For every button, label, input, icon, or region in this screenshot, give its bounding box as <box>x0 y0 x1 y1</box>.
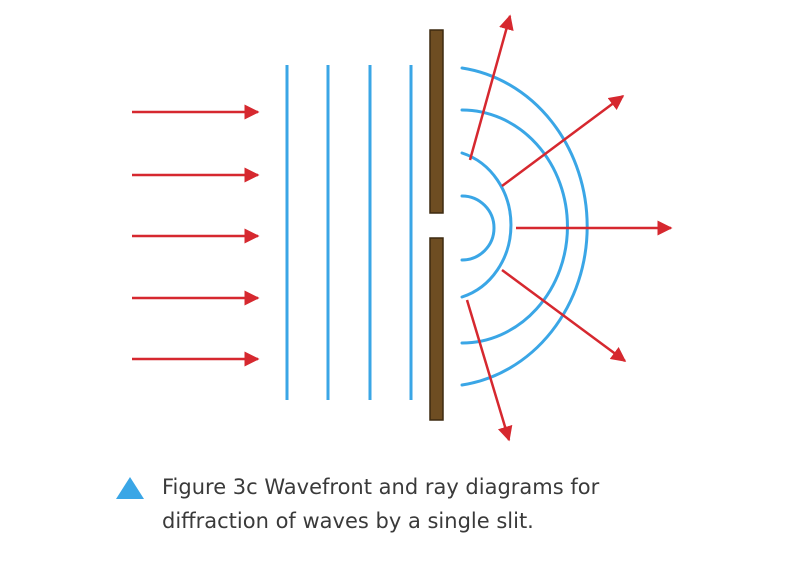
barrier-bottom <box>429 237 444 421</box>
caption-line-2: diffraction of waves by a single slit. <box>162 509 534 533</box>
circular-wavefronts <box>460 66 589 387</box>
barrier-top <box>429 29 444 214</box>
diffracted-ray <box>501 268 627 363</box>
circular-wavefront <box>460 108 569 345</box>
figure-caption: Figure 3c Wavefront and ray diagrams for… <box>116 470 722 538</box>
caption-text: Figure 3c Wavefront and ray diagrams for… <box>122 470 722 538</box>
diffracted-ray <box>468 14 514 161</box>
slit-barrier <box>429 29 444 421</box>
diffraction-diagram <box>132 14 673 442</box>
diffracted-rays <box>465 14 673 442</box>
plane-wavefronts <box>285 65 413 400</box>
caption-line-1: Figure 3c Wavefront and ray diagrams for <box>162 475 600 499</box>
diffracted-ray <box>501 94 625 188</box>
circular-wavefront <box>460 194 496 262</box>
circular-wavefront <box>460 66 589 387</box>
diffracted-ray <box>465 299 513 442</box>
circular-wavefront <box>460 151 513 299</box>
incoming-rays <box>132 104 260 367</box>
triangle-icon <box>116 477 144 499</box>
